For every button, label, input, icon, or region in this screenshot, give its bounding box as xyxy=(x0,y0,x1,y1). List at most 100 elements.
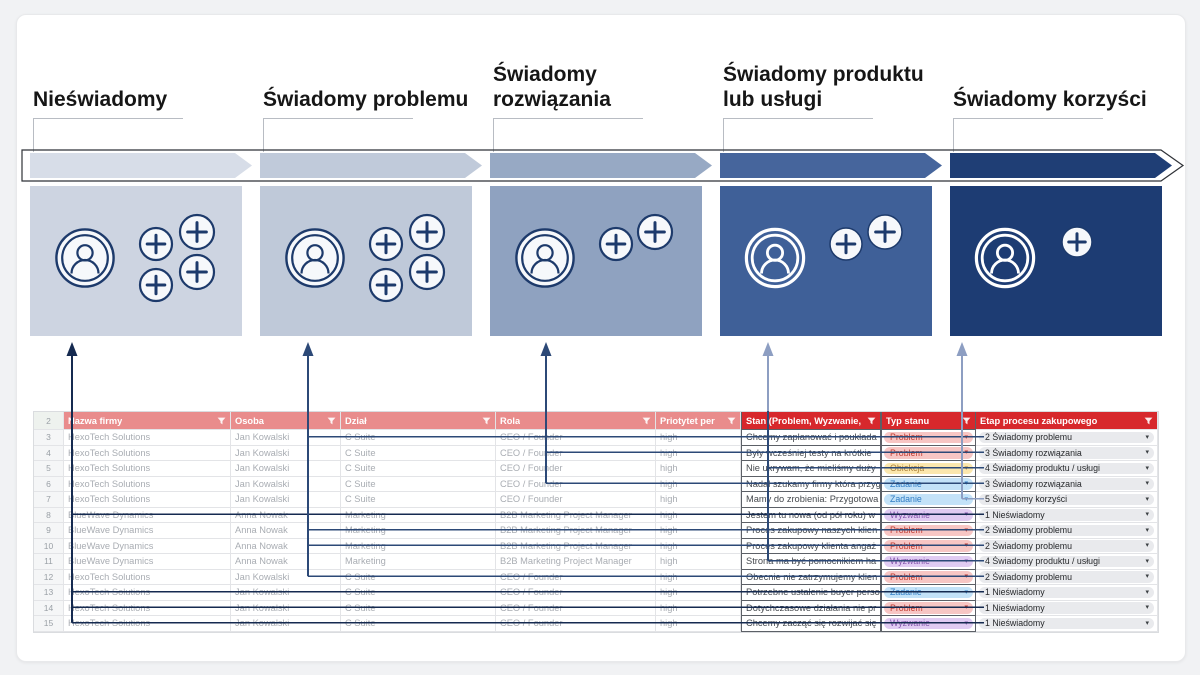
stage-box xyxy=(260,186,472,336)
person-icon xyxy=(974,227,1036,289)
cell-rola: CEO / Founder xyxy=(496,600,656,616)
status-type-dropdown[interactable]: Obiekcja ▾ xyxy=(884,462,973,474)
cell-osoba: Anna Nowak xyxy=(231,523,341,539)
cell-nazwa-firmy: HexoTech Solutions xyxy=(64,585,231,601)
filter-icon[interactable] xyxy=(962,417,971,425)
plus-icon xyxy=(178,213,216,251)
cell-priorytet: high xyxy=(656,492,741,508)
status-type-dropdown[interactable]: Zadanie ▾ xyxy=(884,586,973,598)
status-type-dropdown[interactable]: Wyzwanie ▾ xyxy=(884,555,973,567)
stage-dropdown[interactable]: 1 Nieświadomy ▾ xyxy=(979,509,1154,521)
cell-rola: CEO / Founder xyxy=(496,585,656,601)
stage-dropdown[interactable]: 3 Świadomy rozwiązania ▾ xyxy=(979,447,1154,459)
stage-dropdown[interactable]: 2 Świadomy problemu ▾ xyxy=(979,431,1154,443)
cell-priorytet: high xyxy=(656,476,741,492)
person-icon xyxy=(285,228,345,288)
cell-osoba: Jan Kowalski xyxy=(231,600,341,616)
status-type-dropdown[interactable]: Problem ▾ xyxy=(884,431,973,443)
status-type-dropdown[interactable]: Problem ▾ xyxy=(884,602,973,614)
plus-icon xyxy=(138,267,174,303)
stage-dropdown[interactable]: 2 Świadomy problemu ▾ xyxy=(979,540,1154,552)
cell-priorytet: high xyxy=(656,600,741,616)
cell-rola: CEO / Founder xyxy=(496,445,656,461)
cell-stan: Nadal szukamy firmy która przyg xyxy=(741,476,881,492)
filter-icon[interactable] xyxy=(1144,417,1153,425)
cell-typ-stanu: Problem ▾ xyxy=(881,538,976,554)
status-type-dropdown[interactable]: Wyzwanie ▾ xyxy=(884,617,973,629)
plus-icon xyxy=(829,227,863,261)
cell-priorytet: high xyxy=(656,585,741,601)
stage-dropdown[interactable]: 1 Nieświadomy ▾ xyxy=(979,602,1154,614)
stage-dropdown[interactable]: 4 Świadomy produktu / usługi ▾ xyxy=(979,555,1154,567)
cell-priorytet: high xyxy=(656,554,741,570)
table-header-row: 2 Nazwa firmy Osoba Dział Rola Priotytet … xyxy=(34,412,1158,430)
row-number: 15 xyxy=(34,616,64,632)
chevron-segment xyxy=(30,153,252,178)
cell-stan: Jestem tu nowa (od pół roku) w xyxy=(741,507,881,523)
plus-icon xyxy=(408,213,446,251)
cell-dzial: Marketing xyxy=(341,507,496,523)
chevron-segment xyxy=(950,153,1172,178)
status-type-dropdown[interactable]: Zadanie ▾ xyxy=(884,478,973,490)
filter-icon[interactable] xyxy=(482,417,491,425)
stage-dropdown[interactable]: 3 Świadomy rozwiązania ▾ xyxy=(979,478,1154,490)
stage-dropdown[interactable]: 2 Świadomy problemu ▾ xyxy=(979,571,1154,583)
person-icon xyxy=(744,227,806,289)
cell-typ-stanu: Problem ▾ xyxy=(881,430,976,446)
cell-osoba: Jan Kowalski xyxy=(231,569,341,585)
cell-stan: Nie ukrywam, że mieliśmy duży xyxy=(741,461,881,477)
cell-etap: 2 Świadomy problemu ▾ xyxy=(976,538,1158,554)
cell-etap: 5 Świadomy korzyści ▾ xyxy=(976,492,1158,508)
row-number: 9 xyxy=(34,523,64,539)
status-type-dropdown[interactable]: Zadanie ▾ xyxy=(884,493,973,505)
row-number: 10 xyxy=(34,538,64,554)
person-icon xyxy=(55,228,115,288)
status-type-dropdown[interactable]: Problem ▾ xyxy=(884,524,973,536)
status-type-dropdown[interactable]: Wyzwanie ▾ xyxy=(884,509,973,521)
cell-etap: 3 Świadomy rozwiązania ▾ xyxy=(976,445,1158,461)
stage-dropdown[interactable]: 5 Świadomy korzyści ▾ xyxy=(979,493,1154,505)
row-number: 7 xyxy=(34,492,64,508)
table-row: 3 HexoTech Solutions Jan Kowalski C Suit… xyxy=(34,430,1158,446)
filter-icon[interactable] xyxy=(217,417,226,425)
status-type-dropdown[interactable]: Problem ▾ xyxy=(884,571,973,583)
plus-icon xyxy=(598,226,634,262)
cell-priorytet: high xyxy=(656,445,741,461)
stage-title: Świadomy rozwiązania xyxy=(493,63,611,111)
stage-dropdown[interactable]: 4 Świadomy produktu / usługi ▾ xyxy=(979,462,1154,474)
cell-typ-stanu: Problem ▾ xyxy=(881,523,976,539)
status-type-dropdown[interactable]: Problem ▾ xyxy=(884,447,973,459)
cell-stan: Mamy do zrobienia: Przygotowa xyxy=(741,492,881,508)
column-header: Etap procesu zakupowego xyxy=(976,412,1158,430)
stage-bracket-line xyxy=(493,118,643,119)
column-header: Rola xyxy=(496,412,656,430)
plus-icon xyxy=(178,253,216,291)
row-number: 14 xyxy=(34,600,64,616)
column-header: Stan (Problem, Wyzwanie, xyxy=(741,412,881,430)
table-row: 14 HexoTech Solutions Jan Kowalski C Sui… xyxy=(34,600,1158,616)
plus-icon xyxy=(368,267,404,303)
cell-typ-stanu: Zadanie ▾ xyxy=(881,585,976,601)
filter-icon[interactable] xyxy=(327,417,336,425)
cell-nazwa-firmy: BlueWave Dynamics xyxy=(64,507,231,523)
cell-rola: B2B Marketing Project Manager xyxy=(496,538,656,554)
stage-dropdown[interactable]: 2 Świadomy problemu ▾ xyxy=(979,524,1154,536)
cell-rola: CEO / Founder xyxy=(496,616,656,632)
stage-bracket-line xyxy=(723,118,873,119)
cell-nazwa-firmy: HexoTech Solutions xyxy=(64,600,231,616)
cell-nazwa-firmy: HexoTech Solutions xyxy=(64,616,231,632)
table-row: 15 HexoTech Solutions Jan Kowalski C Sui… xyxy=(34,616,1158,632)
cell-dzial: C Suite xyxy=(341,585,496,601)
table-row: 8 BlueWave Dynamics Anna Nowak Marketing… xyxy=(34,507,1158,523)
status-type-dropdown[interactable]: Problem ▾ xyxy=(884,540,973,552)
filter-icon[interactable] xyxy=(642,417,651,425)
filter-icon[interactable] xyxy=(867,417,876,425)
filter-icon[interactable] xyxy=(727,417,736,425)
cell-priorytet: high xyxy=(656,538,741,554)
stage-title: Świadomy produktu lub usługi xyxy=(723,63,924,111)
cell-osoba: Jan Kowalski xyxy=(231,430,341,446)
stage-dropdown[interactable]: 1 Nieświadomy ▾ xyxy=(979,586,1154,598)
cell-osoba: Jan Kowalski xyxy=(231,616,341,632)
cell-typ-stanu: Zadanie ▾ xyxy=(881,476,976,492)
stage-dropdown[interactable]: 1 Nieświadomy ▾ xyxy=(979,617,1154,629)
